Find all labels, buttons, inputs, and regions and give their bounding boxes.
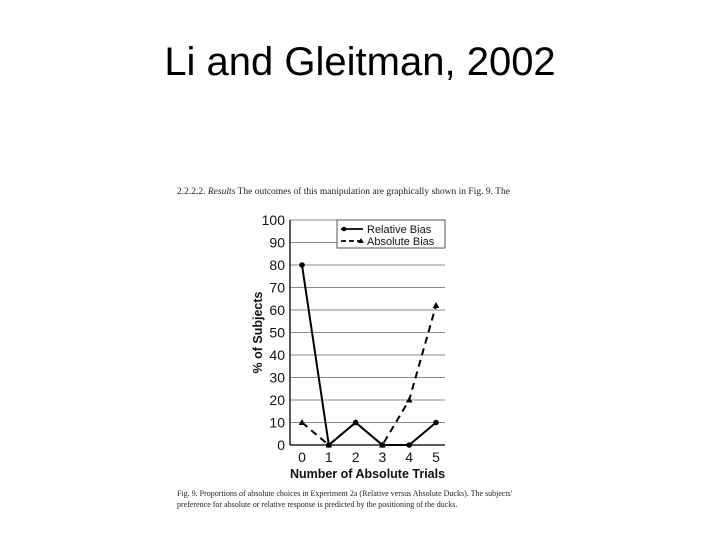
y-tick-labels: 0 10 20 30 40 50 60 70 80 90 100 xyxy=(262,212,286,453)
y-tick-label: 10 xyxy=(269,415,285,431)
caption-label: Fig. 9. xyxy=(177,489,198,498)
data-series xyxy=(298,262,440,448)
y-axis-title: % of Subjects xyxy=(251,291,265,373)
y-tick-label: 80 xyxy=(269,257,285,273)
absolute-bias-point xyxy=(325,441,333,448)
absolute-bias-point xyxy=(379,441,386,448)
relative-bias-point xyxy=(433,419,439,426)
absolute-bias-line xyxy=(301,305,437,447)
x-tick-label: 5 xyxy=(432,449,440,465)
y-tick-label: 40 xyxy=(269,347,285,363)
y-tick-label: 30 xyxy=(269,370,285,386)
y-tick-label: 100 xyxy=(262,212,286,228)
y-tick-label: 60 xyxy=(269,302,285,318)
x-tick-label: 2 xyxy=(352,449,360,465)
x-tick-label: 0 xyxy=(298,449,306,465)
section-number: 2.2.2.2. xyxy=(177,187,206,197)
figure-caption: Fig. 9. Proportions of absolute choices … xyxy=(177,488,532,510)
absolute-bias-point xyxy=(405,396,413,403)
legend-label-absolute-bias: Absolute Bias xyxy=(367,236,435,248)
x-tick-label: 1 xyxy=(325,449,333,465)
absolute-bias-point xyxy=(352,419,359,425)
y-tick-label: 70 xyxy=(269,280,285,296)
x-tick-label: 4 xyxy=(405,449,413,465)
axes xyxy=(289,220,445,446)
relative-bias-point xyxy=(406,442,412,448)
y-tick-label: 0 xyxy=(277,437,285,453)
x-axis-title: Number of Absolute Trials xyxy=(290,467,445,481)
grid-lines xyxy=(290,219,445,423)
y-tick-label: 20 xyxy=(269,392,285,408)
results-text-line: 2.2.2.2. Results The outcomes of this ma… xyxy=(177,187,510,197)
section-label: Results xyxy=(207,187,236,197)
paper-figure-scan: 2.2.2.2. Results The outcomes of this ma… xyxy=(175,185,535,515)
absolute-bias-point xyxy=(298,419,306,425)
x-tick-label: 3 xyxy=(379,449,387,465)
legend-label-relative-bias: Relative Bias xyxy=(367,224,432,236)
legend-marker-absolute-bias xyxy=(358,238,364,243)
caption-text: Proportions of absolute choices in Exper… xyxy=(177,489,513,509)
y-tick-label: 50 xyxy=(269,325,285,341)
relative-bias-point xyxy=(299,262,305,268)
y-tick-label: 90 xyxy=(269,235,285,251)
legend-marker-relative-bias xyxy=(341,226,347,232)
line-chart: 0 10 20 30 40 50 60 70 80 90 100 0 1 2 3 4 5 Relative B… xyxy=(251,212,446,481)
absolute-bias-point xyxy=(432,302,440,308)
slide-title: Li and Gleitman, 2002 xyxy=(164,40,556,84)
legend-box xyxy=(336,219,446,249)
x-tick-labels: 0 1 2 3 4 5 xyxy=(298,449,440,465)
section-text: The outcomes of this manipulation are gr… xyxy=(237,187,510,197)
